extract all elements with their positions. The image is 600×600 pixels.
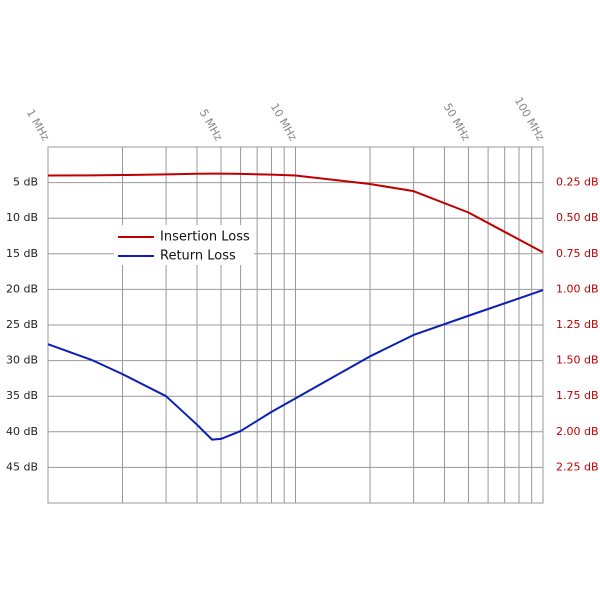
- y-tick-label: 10 dB: [6, 211, 38, 224]
- y2-tick-label: 1.25 dB: [556, 318, 599, 331]
- x-tick-label: 5 MHz: [197, 107, 225, 143]
- legend-label: Return Loss: [160, 249, 236, 264]
- y-tick-label: 5 dB: [13, 176, 38, 189]
- y2-tick-label: 1.00 dB: [556, 282, 599, 295]
- y2-tick-label: 2.00 dB: [556, 425, 599, 438]
- series-line: [47, 172, 544, 254]
- y-tick-label: 15 dB: [6, 247, 38, 260]
- legend-box: [114, 225, 254, 265]
- y-tick-label: 35 dB: [6, 389, 38, 402]
- x-tick-label: 1 MHz: [24, 107, 52, 143]
- y-tick-label: 40 dB: [6, 425, 38, 438]
- y2-tick-label: 2.25 dB: [556, 460, 599, 473]
- x-tick-label: 50 MHz: [441, 101, 473, 143]
- y-tick-label: 20 dB: [6, 282, 38, 295]
- y2-tick-label: 0.25 dB: [556, 176, 599, 189]
- y2-tick-label: 0.50 dB: [556, 211, 599, 224]
- y-tick-label: 30 dB: [6, 354, 38, 367]
- x-tick-label: 100 MHz: [512, 95, 547, 143]
- x-tick-label: 10 MHz: [268, 101, 300, 143]
- series-line: [47, 289, 544, 441]
- legend-label: Insertion Loss: [160, 230, 250, 245]
- y2-tick-label: 1.50 dB: [556, 354, 599, 367]
- y-tick-label: 25 dB: [6, 318, 38, 331]
- y-tick-label: 45 dB: [6, 460, 38, 473]
- y2-tick-label: 0.75 dB: [556, 247, 599, 260]
- y2-tick-label: 1.75 dB: [556, 389, 599, 402]
